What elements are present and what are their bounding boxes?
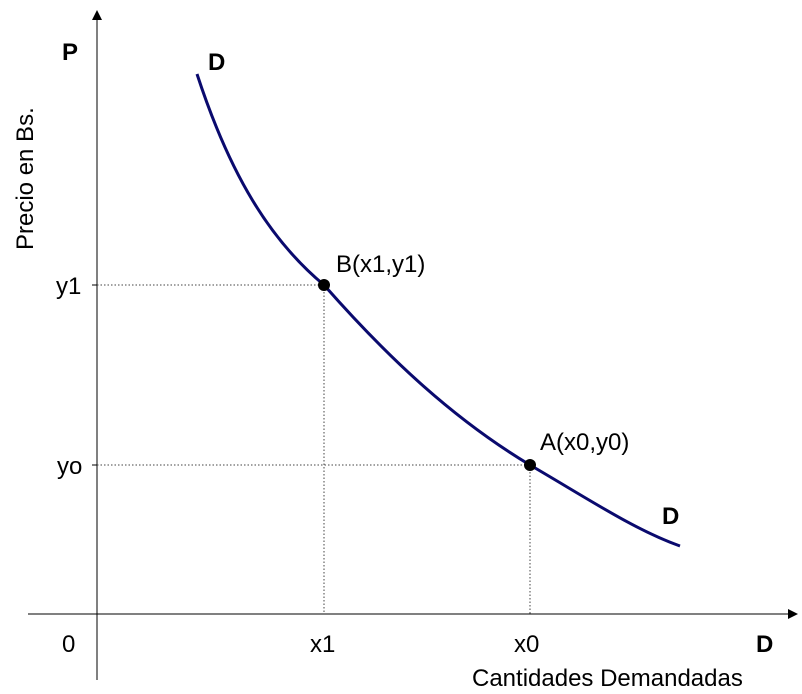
point-a-label: A(x0,y0)	[540, 429, 629, 456]
x-axis-letter: D	[756, 631, 773, 658]
point-b-marker	[318, 279, 330, 291]
point-b-label: B(x1,y1)	[336, 251, 425, 278]
curve-start-label: D	[208, 49, 225, 76]
yo-tick-label: yo	[57, 453, 82, 480]
y-axis-title: Precio en Bs.	[12, 107, 39, 250]
demand-curve	[195, 73, 681, 548]
x-axis-title: Cantidades Demandadas	[472, 665, 743, 692]
origin-label: 0	[62, 631, 75, 658]
x1-tick-label: x1	[310, 631, 335, 658]
y1-tick-label: y1	[56, 273, 81, 300]
y-axis-letter: P	[62, 39, 78, 66]
x0-tick-label: x0	[514, 631, 539, 658]
curve-end-label: D	[662, 503, 679, 530]
point-a-marker	[524, 459, 536, 471]
